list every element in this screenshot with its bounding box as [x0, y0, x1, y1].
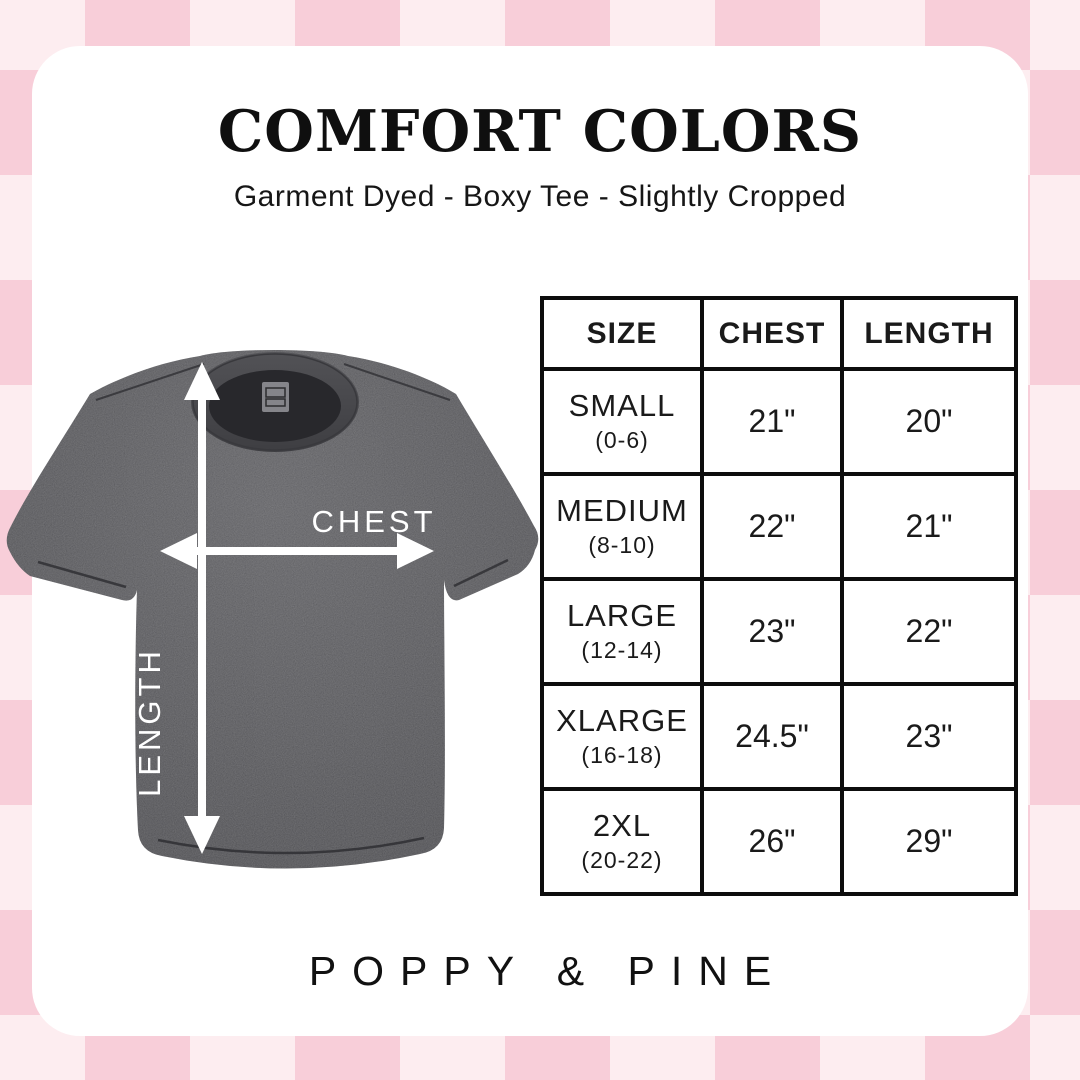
bottom-hem-stitch [157, 836, 425, 855]
chest-cell: 23" [700, 577, 844, 686]
table-row-large: LARGE (12-14) 23" 22" [540, 577, 1018, 686]
chest-cell: 26" [700, 787, 844, 896]
brand-title: COMFORT COLORS [217, 98, 863, 165]
shoulder-seam-left [95, 363, 205, 401]
length-cell: 20" [840, 367, 1018, 476]
length-cell: 22" [840, 577, 1018, 686]
size-range: (0-6) [595, 426, 649, 453]
length-cell: 29" [840, 787, 1018, 896]
collar-seam [192, 353, 358, 451]
tshirt-measurement-diagram: CHEST LENGTH [6, 350, 539, 869]
table-row-2xl: 2XL (20-22) 26" 29" [540, 787, 1018, 896]
length-cell: 21" [840, 472, 1018, 581]
length-arrow [184, 362, 220, 854]
chest-label: CHEST [311, 504, 436, 539]
size-cell: SMALL (0-6) [540, 367, 704, 476]
column-header-length: LENGTH [840, 296, 1018, 371]
table-row-xlarge: XLARGE (16-18) 24.5" 23" [540, 682, 1018, 791]
tshirt-illustration [6, 350, 539, 869]
column-header-size: SIZE [540, 296, 704, 371]
size-label: MEDIUM [556, 493, 688, 529]
chest-cell: 22" [700, 472, 844, 581]
table-row-small: SMALL (0-6) 21" 20" [540, 367, 1018, 476]
shop-brand-name: POPPY & PINE [308, 948, 788, 994]
product-subtitle: Garment Dyed - Boxy Tee - Slightly Cropp… [233, 180, 847, 213]
size-label: 2XL [592, 808, 652, 844]
size-table: SIZE CHEST LENGTH SMALL (0-6) 21" 20" ME… [540, 296, 1018, 896]
sleeve-hem-right [453, 558, 509, 588]
column-header-chest: CHEST [700, 296, 844, 371]
size-cell: MEDIUM (8-10) [540, 472, 704, 581]
size-label: LARGE [566, 598, 678, 634]
size-cell: 2XL (20-22) [540, 787, 704, 896]
size-range: (8-10) [588, 531, 656, 558]
shoulder-seam-right [343, 363, 451, 401]
sleeve-hem-left [37, 560, 127, 589]
size-range: (16-18) [581, 741, 663, 768]
size-range: (20-22) [581, 846, 663, 873]
size-cell: XLARGE (16-18) [540, 682, 704, 791]
size-range: (12-14) [581, 636, 663, 663]
length-label: LENGTH [132, 647, 167, 797]
size-label: XLARGE [556, 703, 688, 739]
chest-cell: 24.5" [700, 682, 844, 791]
chest-arrow [160, 533, 434, 569]
length-cell: 23" [840, 682, 1018, 791]
table-header-row: SIZE CHEST LENGTH [540, 296, 1018, 371]
size-label: SMALL [568, 388, 676, 424]
chest-cell: 21" [700, 367, 844, 476]
size-cell: LARGE (12-14) [540, 577, 704, 686]
neck-tag [262, 382, 289, 412]
table-row-medium: MEDIUM (8-10) 22" 21" [540, 472, 1018, 581]
